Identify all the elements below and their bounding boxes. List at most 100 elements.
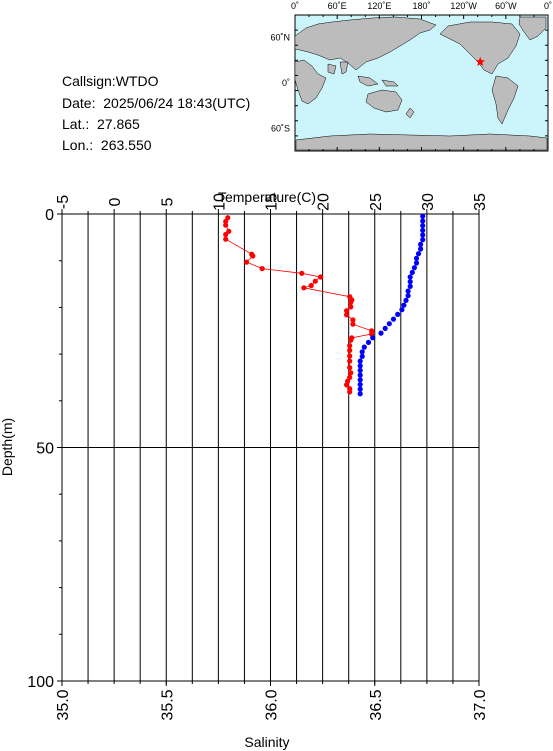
map-longitude-labels: 0˚ 60˚E 120˚E 180˚ 120˚W 60˚W 0˚ — [291, 1, 552, 11]
salinity-point — [420, 218, 426, 224]
salinity-point — [370, 335, 376, 341]
salinity-axis-title: Salinity — [244, 734, 289, 750]
temperature-point — [347, 389, 353, 395]
map-longitude-label: 0˚ — [291, 1, 299, 11]
salinity-point — [420, 213, 426, 219]
salinity-point — [357, 381, 363, 388]
temperature-tick-label: 5 — [159, 197, 176, 206]
map-longitude-label: 0˚ — [544, 1, 552, 11]
map-latitude-label: 60˚S — [271, 123, 290, 133]
grid-lines — [62, 214, 479, 681]
temperature-point — [348, 299, 354, 305]
salinity-point — [357, 386, 363, 392]
salinity-point — [409, 269, 415, 275]
temperature-point — [344, 312, 350, 318]
temperature-tick-label: 20 — [316, 193, 333, 211]
salinity-point — [418, 241, 424, 247]
salinity-tick-label: 35.0 — [55, 689, 72, 720]
temperature-point — [347, 353, 353, 359]
salinity-point — [382, 325, 388, 331]
temperature-point — [312, 278, 318, 284]
salinity-point — [386, 321, 392, 327]
salinity-point — [399, 307, 405, 313]
salinity-point — [361, 344, 367, 350]
salinity-point — [405, 293, 411, 299]
temperature-point — [350, 317, 356, 323]
longitude-label: Lon.: 263.550 — [62, 137, 152, 153]
salinity-point — [420, 227, 426, 233]
temperature-point — [348, 337, 354, 343]
salinity-point — [411, 265, 417, 271]
temperature-point — [317, 274, 324, 280]
temperature-point — [250, 253, 256, 259]
salinity-point — [420, 223, 426, 229]
temperature-point — [243, 259, 250, 265]
temperature-point — [348, 304, 354, 310]
salinity-tick-label: 36.0 — [264, 689, 281, 720]
depth-axis-title: Depth(m) — [0, 418, 15, 476]
depth-tick-label: 0 — [45, 207, 54, 224]
salinity-point — [401, 302, 407, 308]
salinity-point — [405, 288, 411, 294]
temperature-axis: -5 0 5 10 15 20 25 30 35 — [55, 193, 489, 214]
salinity-series — [357, 213, 426, 397]
salinity-tick-label: 37.0 — [472, 689, 489, 720]
salinity-point — [420, 232, 426, 238]
salinity-point — [407, 274, 413, 280]
temperature-point — [223, 218, 229, 225]
map-latitude-label: 0˚ — [282, 78, 290, 88]
temperature-point — [225, 215, 231, 221]
salinity-point — [357, 372, 363, 378]
salinity-point — [357, 391, 363, 397]
map-longitude-label: 180˚ — [412, 1, 430, 11]
temperature-point — [348, 370, 354, 376]
temperature-point — [347, 358, 353, 364]
salinity-point — [378, 330, 384, 336]
temperature-point — [223, 231, 229, 238]
salinity-point — [357, 367, 363, 373]
temperature-point — [347, 347, 353, 353]
temperature-point — [308, 282, 314, 289]
salinity-point — [357, 358, 363, 364]
location-map: 0˚ 60˚E 120˚E 180˚ 120˚W 60˚W 0˚ 60˚N 0˚ 60˚S — [270, 1, 552, 152]
station-marker-icon — [475, 56, 485, 66]
latitude-label: Lat.: 27.865 — [62, 116, 140, 132]
temperature-point — [347, 365, 353, 371]
map-longitude-label: 120˚E — [367, 1, 391, 11]
temperature-point — [301, 285, 307, 291]
map-land — [294, 16, 548, 151]
temperature-tick-label: 10 — [211, 193, 228, 211]
salinity-point — [359, 353, 365, 359]
salinity-point — [413, 260, 420, 266]
temperature-point — [226, 228, 232, 234]
salinity-axis: 35.0 35.5 36.0 36.5 37.0 — [55, 681, 489, 721]
salinity-point — [357, 377, 363, 383]
salinity-point — [420, 237, 426, 243]
salinity-tick-label: 35.5 — [159, 689, 176, 720]
temperature-tick-label: -5 — [55, 195, 72, 209]
temperature-tick-label: 35 — [472, 193, 489, 211]
map-latitude-label: 60˚N — [270, 33, 290, 43]
temperature-point — [299, 270, 305, 276]
data-series — [223, 213, 426, 397]
temperature-tick-label: 30 — [420, 193, 437, 211]
temperature-point — [223, 222, 229, 228]
temperature-point — [344, 308, 350, 314]
map-longitude-label: 120˚W — [450, 1, 477, 11]
temperature-point — [347, 343, 353, 349]
salinity-point — [415, 251, 422, 257]
plot-area: -5 0 5 10 15 20 25 30 35 35.0 35.5 36.0 36.5 37.0 05… — [27, 193, 489, 721]
salinity-point — [418, 246, 424, 252]
temperature-point — [347, 374, 353, 380]
salinity-point — [359, 349, 365, 355]
depth-tick-label: 50 — [36, 441, 54, 458]
map-longitude-label: 60˚E — [328, 1, 347, 11]
temperature-point — [223, 236, 229, 242]
map-longitude-label: 60˚W — [495, 1, 517, 11]
temperature-point — [259, 266, 265, 272]
temperature-tick-label: 0 — [107, 197, 124, 206]
temperature-point — [350, 321, 356, 327]
temperature-axis-title: Temperature(C) — [218, 189, 316, 205]
salinity-point — [357, 363, 363, 369]
